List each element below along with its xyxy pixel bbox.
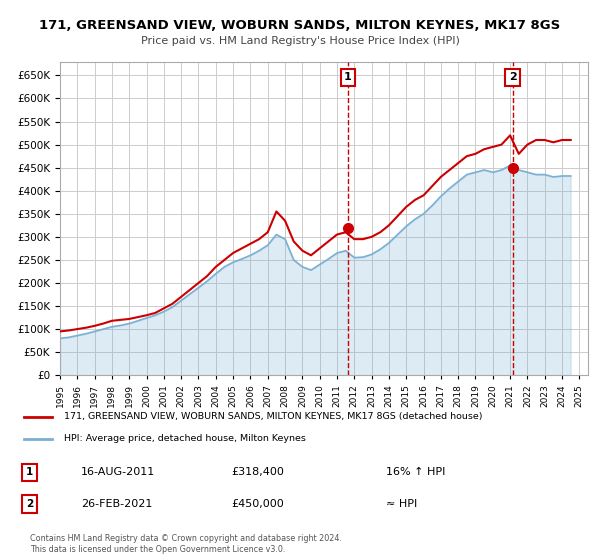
Text: 171, GREENSAND VIEW, WOBURN SANDS, MILTON KEYNES, MK17 8GS: 171, GREENSAND VIEW, WOBURN SANDS, MILTO… <box>40 18 560 32</box>
Text: 1: 1 <box>26 468 33 478</box>
Text: This data is licensed under the Open Government Licence v3.0.: This data is licensed under the Open Gov… <box>30 545 286 554</box>
Text: £318,400: £318,400 <box>231 468 284 478</box>
Text: Price paid vs. HM Land Registry's House Price Index (HPI): Price paid vs. HM Land Registry's House … <box>140 36 460 46</box>
Text: £450,000: £450,000 <box>231 499 284 509</box>
Text: HPI: Average price, detached house, Milton Keynes: HPI: Average price, detached house, Milt… <box>64 435 306 444</box>
Text: 16-AUG-2011: 16-AUG-2011 <box>81 468 155 478</box>
Text: 171, GREENSAND VIEW, WOBURN SANDS, MILTON KEYNES, MK17 8GS (detached house): 171, GREENSAND VIEW, WOBURN SANDS, MILTO… <box>64 412 482 421</box>
Text: 2: 2 <box>509 72 517 82</box>
Text: 26-FEB-2021: 26-FEB-2021 <box>81 499 152 509</box>
Text: 2: 2 <box>26 499 33 509</box>
Text: Contains HM Land Registry data © Crown copyright and database right 2024.: Contains HM Land Registry data © Crown c… <box>30 534 342 543</box>
Text: 1: 1 <box>344 72 352 82</box>
Text: 16% ↑ HPI: 16% ↑ HPI <box>386 468 446 478</box>
Text: ≈ HPI: ≈ HPI <box>386 499 418 509</box>
